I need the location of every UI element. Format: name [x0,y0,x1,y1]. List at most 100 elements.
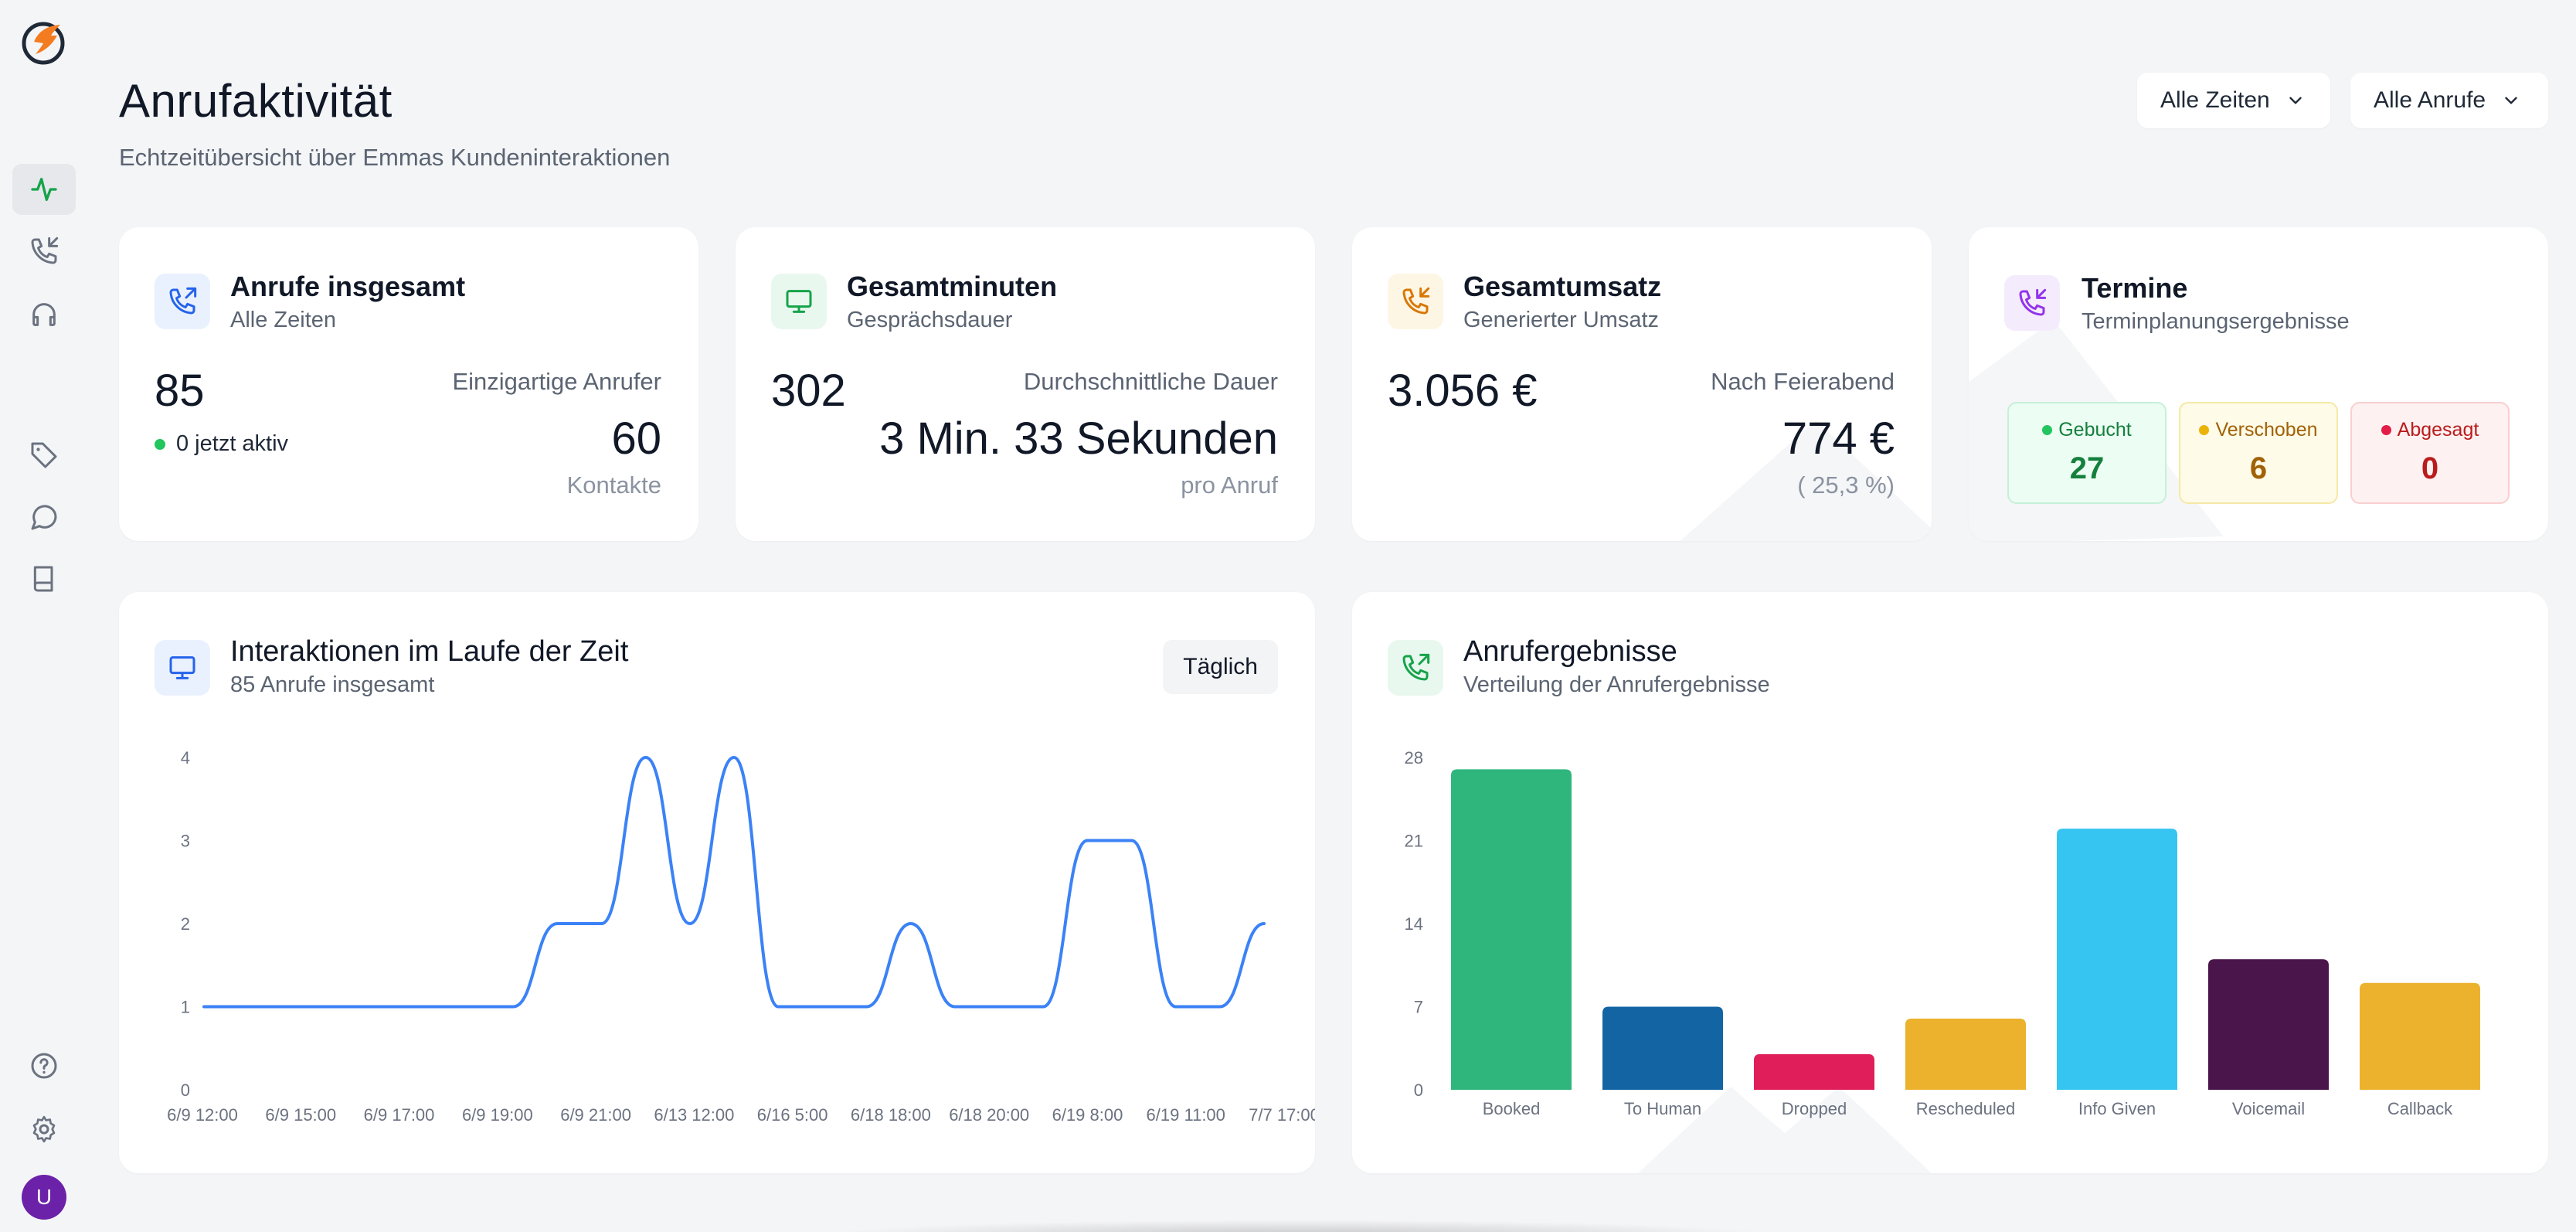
page-subtitle: Echtzeitübersicht über Emmas Kundeninter… [119,144,671,171]
card-total-minutes: Gesamtminuten Gesprächsdauer 302 Durchsc… [736,227,1315,541]
bar [1602,1006,1723,1090]
book-icon [33,566,53,592]
avg-duration-unit: pro Anruf [1181,471,1278,499]
x-tick-label: Dropped [1782,1099,1847,1118]
card-title: Gesamtminuten [847,271,1058,302]
status-rescheduled-label: Verschoben [2180,419,2336,441]
time-filter-label: Alle Zeiten [2160,87,2270,113]
call-filter-dropdown[interactable]: Alle Anrufe [2350,73,2548,128]
y-tick-label: 21 [1405,832,1423,851]
daily-tab-button[interactable]: Täglich [1163,640,1278,694]
nav-activity[interactable] [12,164,76,215]
total-minutes-value: 302 [771,366,846,416]
card-icon-box [1388,274,1443,329]
status-booked-value: 27 [2069,451,2105,485]
phone-outgoing-icon [1402,653,1430,681]
x-tick-label: 6/18 20:00 [949,1105,1029,1125]
x-tick-label: 6/18 18:00 [851,1105,931,1125]
nav-chat[interactable] [12,492,76,543]
call-filter-label: Alle Anrufe [2374,87,2486,113]
y-tick-label: 4 [181,748,190,767]
card-icon-box [1388,640,1443,696]
x-tick-label: 6/9 17:00 [364,1105,435,1125]
chart-subtitle: Verteilung der Anrufergebnisse [1463,672,1770,697]
y-tick-label: 14 [1405,914,1423,934]
x-tick-label: Rescheduled [1916,1099,2015,1118]
card-icon-box [155,274,210,329]
settings-icon [32,1115,56,1143]
x-tick-label: 6/9 21:00 [560,1105,631,1125]
nav-calls[interactable] [12,226,76,277]
chart-title: Interaktionen im Laufe der Zeit [230,635,629,668]
nav-settings[interactable] [12,1104,76,1155]
bar-chart: 0 7 14 21 28 Booked To Human Dropped Rescheduled… [1405,748,2480,1118]
y-tick-label: 0 [1414,1081,1423,1100]
bar [1905,1018,2026,1090]
bar [2360,982,2480,1090]
nav-headset[interactable] [12,289,76,340]
card-outcomes-chart: Anrufergebnisse Verteilung der Anruferge… [1352,592,2548,1173]
card-total-calls: Anrufe insgesamt Alle Zeiten 85 Einzigar… [119,227,698,541]
nav-book[interactable] [12,553,76,604]
unique-callers-unit: Kontakte [566,471,661,499]
card-icon-box [155,640,210,696]
x-tick-label: Callback [2387,1099,2453,1118]
y-tick-label: 7 [1414,998,1423,1017]
active-dot [155,438,165,450]
card-subtitle: Alle Zeiten [230,308,337,332]
active-now: 0 jetzt aktiv [155,431,288,457]
activity-icon [31,178,57,201]
status-rescheduled: Verschoben 6 [2179,402,2338,504]
card-icon-box [2004,275,2060,331]
bar [2208,959,2329,1090]
card-title: Gesamtumsatz [1463,271,1662,302]
card-subtitle: Terminplanungsergebnisse [2082,309,2350,334]
total-revenue-value: 3.056 € [1388,366,1538,416]
user-avatar[interactable]: U [22,1175,66,1220]
after-hours-value: 774 € [1782,414,1895,464]
page-title: Anrufaktivität [119,75,393,127]
status-cancelled: Abgesagt 0 [2350,402,2510,504]
phone-incoming-icon [1402,287,1430,315]
y-tick-label: 1 [181,998,190,1017]
nav-tags[interactable] [12,430,76,481]
card-title: Anrufe insgesamt [230,271,466,302]
chevron-down-icon [2505,97,2517,104]
status-cancelled-value: 0 [2421,451,2439,485]
tag-icon [31,442,57,468]
total-calls-value: 85 [155,366,205,416]
x-tick-label: To Human [1624,1099,1701,1118]
active-now-label: 0 jetzt aktiv [176,431,289,456]
bar [2057,829,2177,1090]
card-appointments: Termine Terminplanungsergebnisse Gebucht… [1969,227,2548,541]
time-filter-dropdown[interactable]: Alle Zeiten [2137,73,2330,128]
card-total-revenue: Gesamtumsatz Generierter Umsatz 3.056 € … [1352,227,1932,541]
nav-help[interactable] [12,1040,76,1091]
monitor-icon [786,290,812,313]
x-tick-label: 6/13 12:00 [654,1105,734,1125]
status-booked: Gebucht 27 [2007,402,2166,504]
headset-icon [32,303,56,326]
bar [1451,769,1572,1090]
y-tick-label: 0 [181,1081,190,1100]
monitor-icon [169,656,195,679]
card-subtitle: Generierter Umsatz [1463,308,1660,332]
chat-icon [31,505,57,530]
x-tick-label: 6/9 19:00 [462,1105,533,1125]
bottom-shadow [819,1220,1777,1232]
status-rescheduled-value: 6 [2249,451,2268,485]
chart-subtitle: 85 Anrufe insgesamt [230,672,435,697]
line-chart: 0 1 2 3 4 6/9 12:00 6/9 15:00 6/9 17:00 6/9 19:0… [167,748,1315,1125]
x-tick-label: Voicemail [2232,1099,2305,1118]
avg-duration-value: 3 Min. 33 Sekunden [879,414,1278,464]
x-tick-label: 6/19 8:00 [1052,1105,1123,1125]
unique-callers-value: 60 [611,414,661,464]
sidebar: U [0,0,88,1232]
logo[interactable] [17,15,71,70]
series-line [202,756,1266,1009]
chart-title: Anrufergebnisse [1463,635,1677,668]
x-tick-label: Booked [1483,1099,1541,1118]
phone-outgoing-icon [169,287,197,315]
card-interactions-chart: Interaktionen im Laufe der Zeit 85 Anruf… [119,592,1315,1173]
x-tick-label: 6/16 5:00 [757,1105,828,1125]
